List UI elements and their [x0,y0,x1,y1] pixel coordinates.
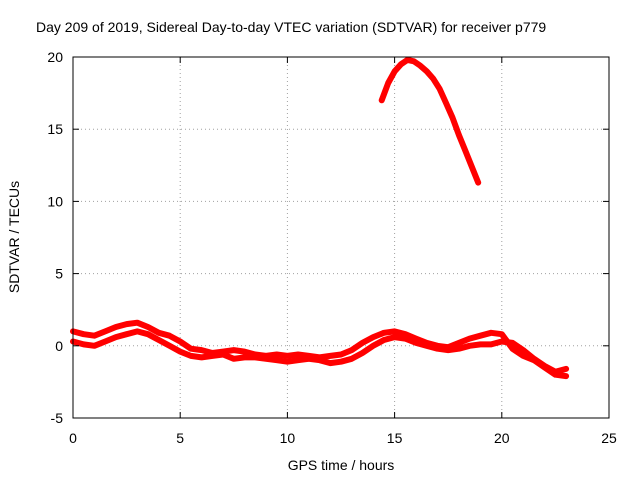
grid [73,57,609,418]
y-tick-label: 15 [47,121,63,137]
series-line-satellite-arc-2 [70,328,570,375]
y-tick-label: 20 [47,49,63,65]
y-tick-labels: -5 0 5 10 15 20 [47,49,63,426]
plot-series [70,56,570,380]
x-axis-label: GPS time / hours [288,457,395,473]
y-tick-label: 10 [47,193,63,209]
x-tick-label: 15 [387,430,403,446]
x-tick-label: 0 [69,430,77,446]
y-tick-label: 0 [55,338,63,354]
x-tick-label: 25 [601,430,617,446]
x-tick-label: 5 [176,430,184,446]
axis-ticks [72,56,610,419]
x-tick-label: 10 [280,430,296,446]
chart-title: Day 209 of 2019, Sidereal Day-to-day VTE… [36,19,546,35]
y-tick-label: 5 [55,266,63,282]
plot-frame [72,56,610,419]
series-line-satellite-arc-1 [70,319,570,380]
series-line-satellite-arc-3 [378,56,482,186]
x-tick-label: 20 [494,430,510,446]
x-tick-labels: 0 5 10 15 20 25 [69,430,617,446]
y-tick-label: -5 [51,410,64,426]
y-axis-label: SDTVAR / TECUs [6,181,22,293]
